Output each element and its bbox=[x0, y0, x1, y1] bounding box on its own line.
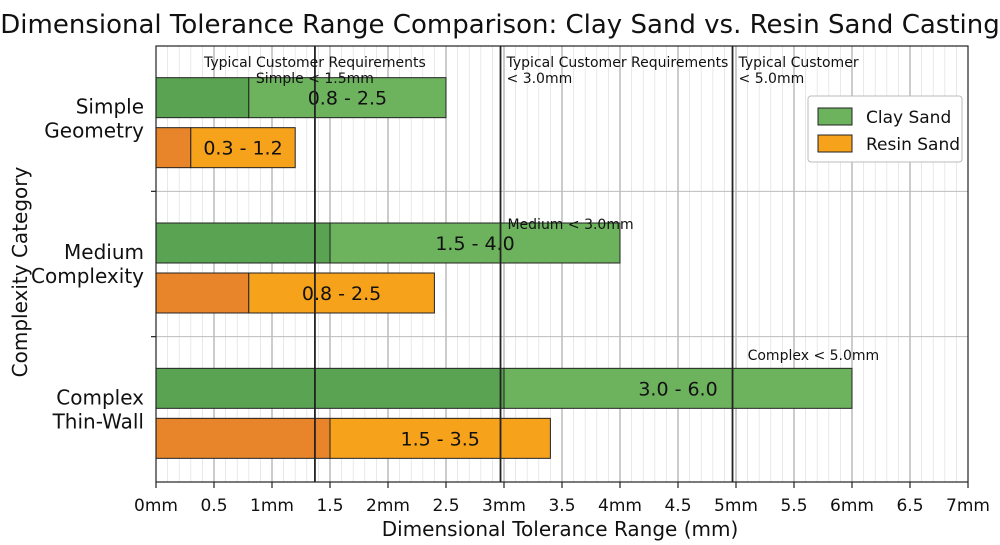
category-label: Complexity bbox=[31, 264, 144, 288]
x-axis-title: Dimensional Tolerance Range (mm) bbox=[382, 517, 739, 541]
x-tick-label: 3mm bbox=[482, 496, 526, 516]
x-tick-label: 3.5 bbox=[548, 496, 575, 516]
category-label: Thin-Wall bbox=[52, 409, 144, 433]
y-axis-title: Complexity Category bbox=[8, 167, 32, 378]
category-label: Geometry bbox=[44, 119, 144, 143]
bar-range bbox=[503, 367, 853, 409]
reference-label: Typical Customer bbox=[738, 55, 859, 71]
bar-lead-segment bbox=[155, 77, 250, 119]
legend-swatch bbox=[817, 134, 853, 153]
bar-layer: 0.8 - 2.5 0.3 - 1.2 1.5 - 4.0 0.8 - 2.5 3.0 … bbox=[155, 77, 853, 459]
bar-range bbox=[190, 127, 296, 169]
bar-lead-segment bbox=[155, 222, 331, 264]
bar-lead-segment bbox=[155, 367, 505, 409]
bar-data-label: 0.8 - 2.5 bbox=[302, 283, 381, 305]
bar-lead-segment bbox=[155, 417, 331, 459]
bar-range bbox=[329, 222, 621, 264]
x-tick-label: 1mm bbox=[250, 496, 294, 516]
x-tick-label: 2.5 bbox=[432, 496, 459, 516]
x-tick-label: 0.5 bbox=[200, 496, 227, 516]
legend-swatch bbox=[817, 107, 853, 126]
chart-title: Dimensional Tolerance Range Comparison: … bbox=[0, 10, 1000, 40]
x-tick-label: 6.5 bbox=[896, 496, 923, 516]
reference-label: Simple < 1.5mm bbox=[256, 71, 374, 87]
legend: Clay Sand Resin Sand bbox=[807, 95, 963, 163]
bar-range bbox=[248, 272, 435, 314]
bar-data-label: 1.5 - 4.0 bbox=[435, 233, 514, 255]
x-tick-label: 1.5 bbox=[316, 496, 343, 516]
reference-label: < 5.0mm bbox=[739, 71, 805, 87]
reference-label: Typical Customer Requirements bbox=[203, 55, 426, 71]
x-tick-label: 7mm bbox=[946, 496, 990, 516]
bar-range bbox=[329, 417, 551, 459]
x-tick-label: 2mm bbox=[366, 496, 410, 516]
bar-lead-segment bbox=[155, 127, 192, 169]
legend-label: Resin Sand bbox=[866, 135, 960, 155]
bar-lead-segment bbox=[155, 272, 250, 314]
bar-data-label: 0.8 - 2.5 bbox=[308, 88, 387, 110]
bar-data-label: 3.0 - 6.0 bbox=[638, 378, 717, 400]
x-tick-label: 4mm bbox=[598, 496, 642, 516]
bar-range bbox=[248, 77, 447, 119]
bar-data-label: 1.5 - 3.5 bbox=[401, 428, 480, 450]
x-tick-label: 5mm bbox=[714, 496, 758, 516]
category-label: Simple bbox=[76, 95, 144, 119]
bar-data-label: 0.3 - 1.2 bbox=[203, 138, 282, 160]
legend-label: Clay Sand bbox=[866, 108, 951, 128]
category-label: Complex bbox=[56, 385, 144, 409]
reference-label: Typical Customer Requirements bbox=[506, 55, 729, 71]
category-label: Medium bbox=[64, 240, 144, 264]
reference-label: < 3.0mm bbox=[507, 71, 573, 87]
annotation-label: Medium < 3.0mm bbox=[507, 217, 633, 233]
x-tick-label: 6mm bbox=[830, 496, 874, 516]
x-tick-label: 5.5 bbox=[780, 496, 807, 516]
x-tick-label: 0mm bbox=[134, 496, 178, 516]
x-tick-label: 4.5 bbox=[664, 496, 691, 516]
annotation-label: Complex < 5.0mm bbox=[748, 348, 880, 364]
